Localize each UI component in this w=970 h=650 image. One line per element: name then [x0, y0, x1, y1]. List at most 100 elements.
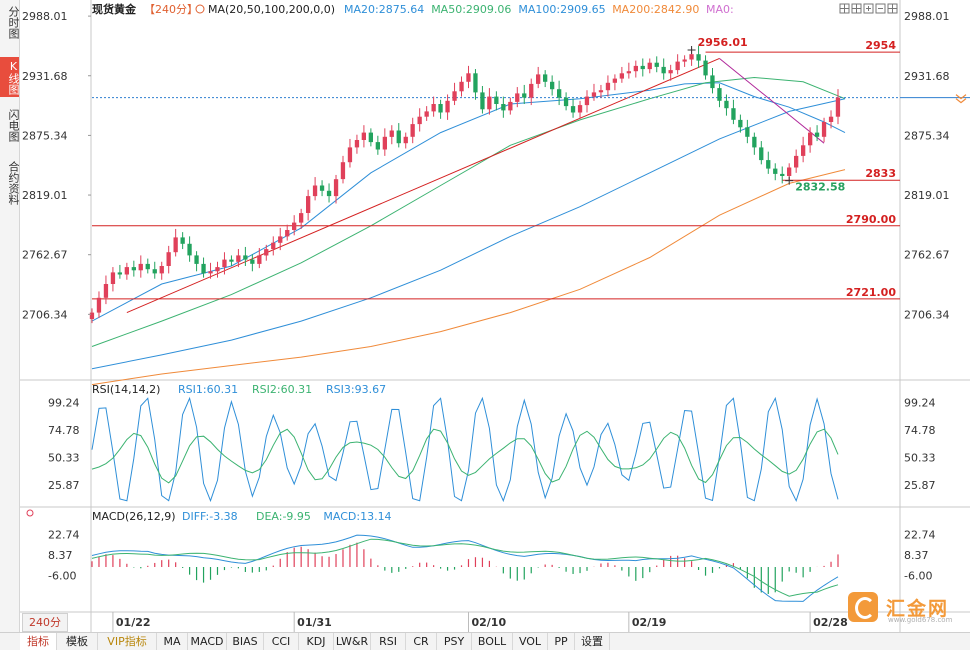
tab-lwr[interactable]: LW&R [334, 633, 371, 650]
candle [550, 81, 555, 90]
macd-label: MACD(26,12,9) [92, 510, 176, 523]
trend-line [126, 58, 720, 314]
date-label: 02/10 [471, 616, 506, 629]
candle [487, 96, 492, 110]
rsi-legend: RSI2:60.31 [252, 383, 312, 396]
ma-line-ma50 [91, 76, 846, 347]
candle [508, 101, 513, 111]
candle [766, 160, 771, 169]
tab-contract-info[interactable]: 合约资料 [7, 161, 20, 205]
rsi-tick-left: 25.87 [48, 479, 80, 492]
date-label: 02/28 [813, 616, 848, 629]
candle [299, 213, 304, 223]
zoom-out-icon[interactable] [875, 3, 886, 14]
rsi-legend: RSI3:93.67 [326, 383, 386, 396]
candle [361, 132, 366, 140]
macd-pane [91, 534, 839, 602]
candle [675, 61, 680, 71]
macd-settings-icon [26, 509, 34, 517]
candle [375, 142, 380, 150]
candle [752, 136, 757, 148]
candle [222, 259, 227, 267]
candle [89, 312, 95, 319]
restore-icon[interactable] [887, 3, 898, 14]
tab-settings[interactable]: 设置 [575, 633, 610, 650]
candle [828, 116, 834, 122]
candle [131, 267, 136, 271]
ma-line-ma200 [91, 169, 846, 386]
tab-kdj[interactable]: KDJ [299, 633, 334, 650]
candle [835, 97, 841, 117]
candle [312, 185, 318, 197]
candle [759, 147, 764, 161]
tab-ma[interactable]: MA [157, 633, 188, 650]
candle [814, 132, 820, 137]
annotation-label: 2832.58 [795, 181, 845, 194]
tab-template[interactable]: 模板 [57, 633, 98, 650]
tab-vol[interactable]: VOL [513, 633, 548, 650]
price-tick-left: 2706.34 [22, 308, 68, 321]
candle [96, 297, 102, 313]
price-tick-right: 2762.67 [904, 249, 950, 262]
candle [445, 100, 450, 113]
tab-macd[interactable]: MACD [188, 633, 227, 650]
candle [452, 91, 457, 101]
level-label: 2833 [865, 167, 896, 180]
candle [494, 96, 499, 104]
price-tick-right: 2706.34 [904, 308, 950, 321]
candle [584, 96, 590, 106]
ma-value-ma0: MA0: [706, 3, 734, 16]
arrange-icon[interactable] [851, 3, 862, 14]
tab-psy[interactable]: PSY [437, 633, 472, 650]
candle [654, 62, 659, 67]
rsi-label: RSI(14,14,2) [92, 383, 160, 396]
tab-vip-indicator[interactable]: VIP指标 [98, 633, 157, 650]
candle [250, 259, 255, 264]
period-button[interactable]: 240分 [22, 613, 68, 632]
tab-boll[interactable]: BOLL [472, 633, 513, 650]
candle [529, 83, 534, 98]
grid-icon[interactable] [839, 3, 850, 14]
macd-legend: MACD:13.14 [323, 510, 391, 523]
header-layer: 现货黄金 【240分】 MA(20,50,100,200,0,0) MA20:2875… [26, 2, 734, 523]
level-label: 2721.00 [846, 286, 896, 299]
candle [194, 255, 199, 264]
toolbar-icons [839, 3, 898, 14]
candle [787, 167, 792, 176]
expand-arrows-icon [955, 94, 967, 104]
tab-bias[interactable]: BIAS [227, 633, 264, 650]
indicator-bar: 指标 模板 VIP指标 MA MACD BIAS CCI KDJ LW&R RS… [0, 632, 970, 650]
tab-pp[interactable]: PP [548, 633, 575, 650]
axis-layer: 2988.01 2988.01 2931.68 2931.68 2875.34 2875.… [22, 10, 950, 632]
candle [215, 267, 220, 272]
rsi-tick-right: 50.33 [904, 452, 936, 465]
rsi-tick-left: 74.78 [48, 424, 80, 437]
level-label: 2954 [865, 39, 896, 52]
tab-cr[interactable]: CR [406, 633, 437, 650]
price-tick-right: 2875.34 [904, 129, 950, 142]
candle [536, 74, 541, 84]
tab-kline-chart[interactable]: K线图 [0, 57, 20, 97]
candle [612, 78, 617, 83]
candle [794, 155, 799, 168]
candle [661, 66, 666, 74]
macd-legend: DIFF:-3.38 [182, 510, 238, 523]
candle [696, 54, 701, 61]
tab-flash-chart[interactable]: 闪电图 [7, 108, 20, 142]
candle [117, 272, 122, 275]
candle [431, 104, 436, 112]
grid-layer [20, 0, 970, 632]
chart-area[interactable]: 2954 2833 2790.00 2721.00 2956.01 2832.58 298… [20, 0, 970, 632]
symbol-name: 现货黄金 [92, 2, 137, 16]
candle [264, 249, 269, 256]
candle [640, 65, 645, 70]
tab-indicator[interactable]: 指标 [20, 633, 57, 650]
zoom-in-icon[interactable] [863, 3, 874, 14]
settings-circle-icon [195, 4, 205, 14]
tab-rsi[interactable]: RSI [371, 633, 406, 650]
candle [292, 222, 297, 230]
zoom-in-icon-frame [863, 3, 874, 14]
tab-time-chart[interactable]: 分时图 [7, 5, 20, 39]
tab-cci[interactable]: CCI [264, 633, 299, 650]
candle [466, 73, 471, 82]
